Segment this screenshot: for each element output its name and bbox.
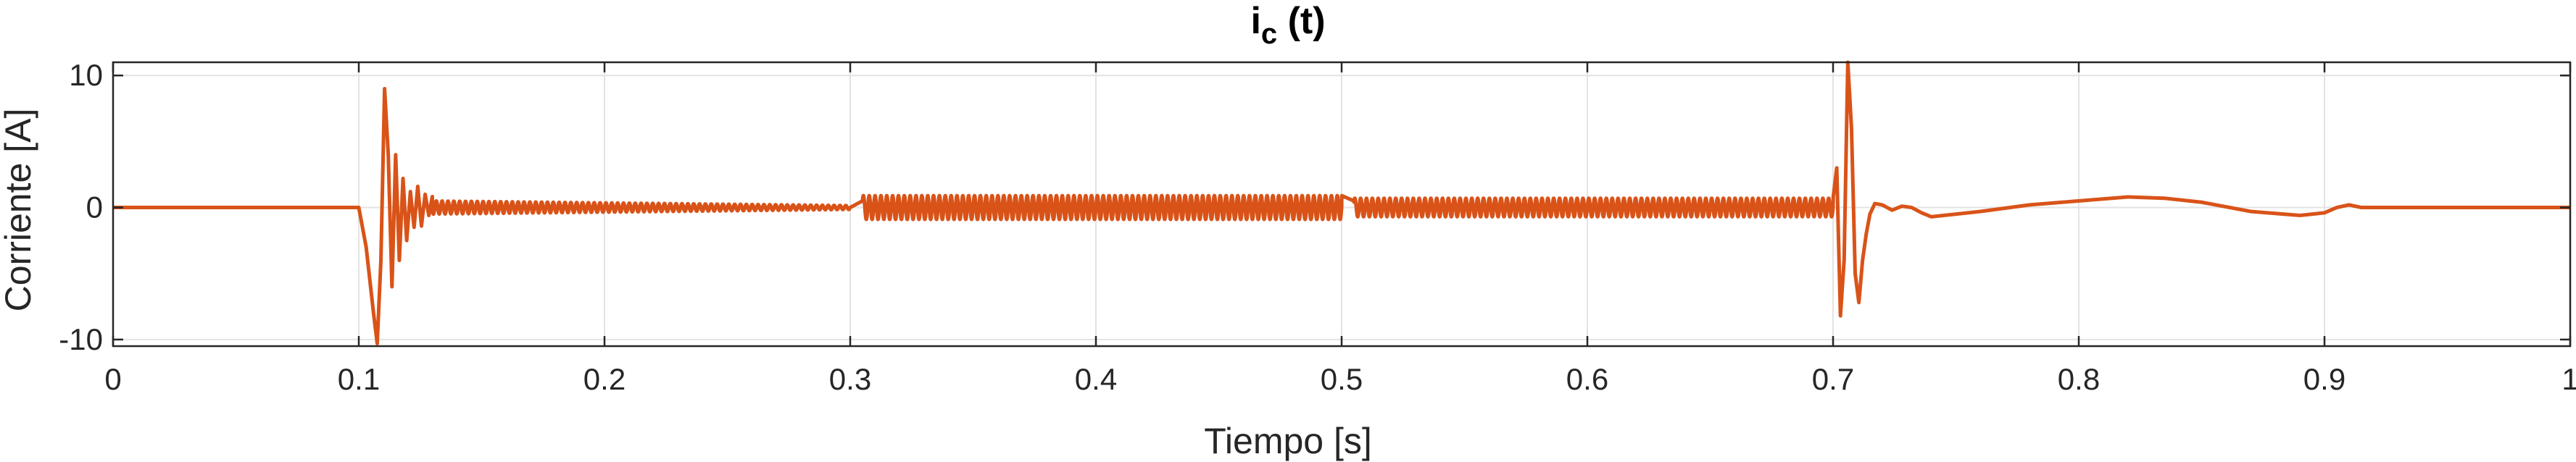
x-tick-label: 1 [2562, 362, 2576, 396]
x-tick-label: 0.9 [2303, 362, 2346, 396]
chart-title: ic (t) [1250, 0, 1325, 50]
x-tick-label: 0 [104, 362, 121, 396]
ticks [112, 62, 2572, 346]
x-tick-label: 0.3 [829, 362, 871, 396]
y-tick-label: -10 [59, 322, 103, 356]
y-tick-label: 0 [86, 190, 103, 224]
series-line-ic [111, 60, 2572, 345]
title-suffix: (t) [1277, 0, 1325, 42]
x-tick-label: 0.5 [1321, 362, 1363, 396]
x-axis-label: Tiempo [s] [1204, 421, 1372, 461]
x-tick-label: 0.7 [1812, 362, 1854, 396]
x-tick-labels: 0 0.1 0.2 0.3 0.4 0.5 0.6 0.7 0.8 0.9 1 [104, 362, 2576, 396]
y-tick-labels: -10 0 10 [59, 58, 103, 356]
x-tick-label: 0.1 [338, 362, 380, 396]
y-axis-label: Corriente [A] [0, 109, 38, 312]
title-main: i [1250, 0, 1260, 42]
x-tick-label: 0.8 [2058, 362, 2100, 396]
title-subscript: c [1261, 18, 1277, 50]
plot-area [111, 60, 2572, 345]
x-tick-label: 0.2 [583, 362, 626, 396]
y-tick-label: 10 [69, 58, 103, 92]
x-tick-label: 0.4 [1075, 362, 1117, 396]
x-tick-label: 0.6 [1566, 362, 1608, 396]
